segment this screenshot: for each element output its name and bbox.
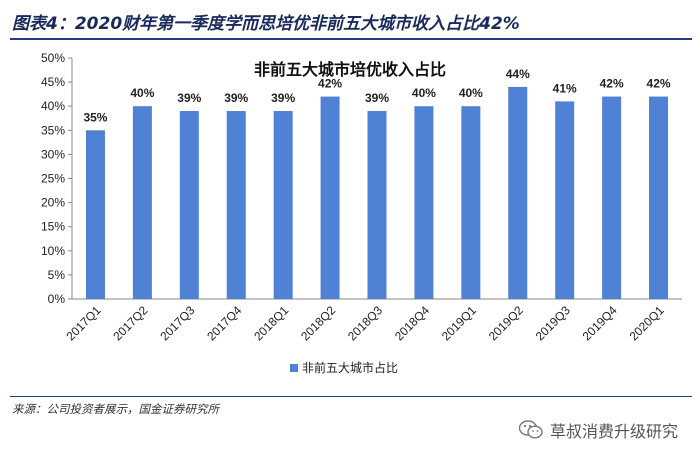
bar (226, 111, 246, 300)
legend-swatch (290, 364, 298, 372)
data-label: 42% (647, 77, 671, 91)
category-label: 2017Q4 (204, 303, 244, 343)
bar (602, 96, 622, 299)
source-note: 来源：公司投资者展示，国金证券研究所 (12, 402, 219, 416)
bar (461, 106, 481, 299)
data-label: 39% (224, 91, 248, 105)
bar (132, 106, 152, 299)
chart-title: 非前五大城市培优收入占比 (254, 60, 446, 79)
y-tick-label: 35% (41, 123, 65, 137)
y-tick-label: 15% (41, 220, 65, 234)
bar (367, 111, 387, 300)
category-label: 2019Q2 (486, 303, 526, 343)
category-label: 2019Q1 (439, 303, 479, 343)
category-label: 2018Q1 (251, 303, 291, 343)
y-tick-label: 25% (41, 172, 65, 186)
figure-title: 图表4：2020财年第一季度学而思培优非前五大城市收入占比42% (12, 14, 520, 34)
figure-header: 图表4：2020财年第一季度学而思培优非前五大城市收入占比42% (0, 0, 700, 40)
legend-label: 非前五大城市占比 (302, 360, 398, 375)
bar (85, 130, 105, 299)
category-label: 2017Q1 (63, 303, 103, 343)
category-label: 2018Q4 (392, 303, 432, 343)
data-label: 42% (600, 77, 624, 91)
category-label: 2019Q4 (580, 303, 620, 343)
bar (273, 111, 293, 300)
data-label: 40% (130, 86, 154, 100)
top-rule (10, 38, 692, 40)
bottom-rule (10, 396, 692, 397)
category-label: 2017Q2 (110, 303, 150, 343)
category-label: 2020Q1 (627, 303, 667, 343)
y-tick-label: 5% (48, 268, 66, 282)
y-tick-label: 50% (41, 51, 65, 65)
bar (320, 96, 340, 299)
wechat-icon (518, 420, 543, 439)
category-label: 2019Q3 (533, 303, 573, 343)
category-label: 2018Q3 (345, 303, 385, 343)
data-label: 35% (83, 110, 107, 124)
bar (649, 96, 669, 299)
bar (508, 86, 528, 299)
data-label: 44% (506, 67, 530, 81)
data-label: 39% (271, 91, 295, 105)
bar-chart: 0% 5% 10% 15% 20% 25% 30% 35% 40% 45% 50% 35% 2017Q1… (41, 51, 682, 375)
watermark: 草叔消费升级研究 (518, 418, 678, 442)
category-label: 2017Q3 (157, 303, 197, 343)
watermark-text: 草叔消费升级研究 (549, 422, 678, 441)
data-label: 39% (177, 91, 201, 105)
y-tick-label: 30% (41, 147, 65, 161)
category-label: 2018Q2 (298, 303, 338, 343)
data-label: 39% (365, 91, 389, 105)
data-label: 41% (553, 81, 577, 95)
bar (179, 111, 199, 300)
bar (555, 101, 575, 299)
y-tick-label: 45% (41, 75, 65, 89)
y-tick-label: 10% (41, 244, 65, 258)
y-tick-label: 40% (41, 99, 65, 113)
bar (414, 106, 434, 299)
data-label: 40% (459, 86, 483, 100)
data-label: 42% (318, 77, 342, 91)
y-tick-label: 20% (41, 196, 65, 210)
y-tick-label: 0% (48, 292, 66, 306)
data-label: 40% (412, 86, 436, 100)
